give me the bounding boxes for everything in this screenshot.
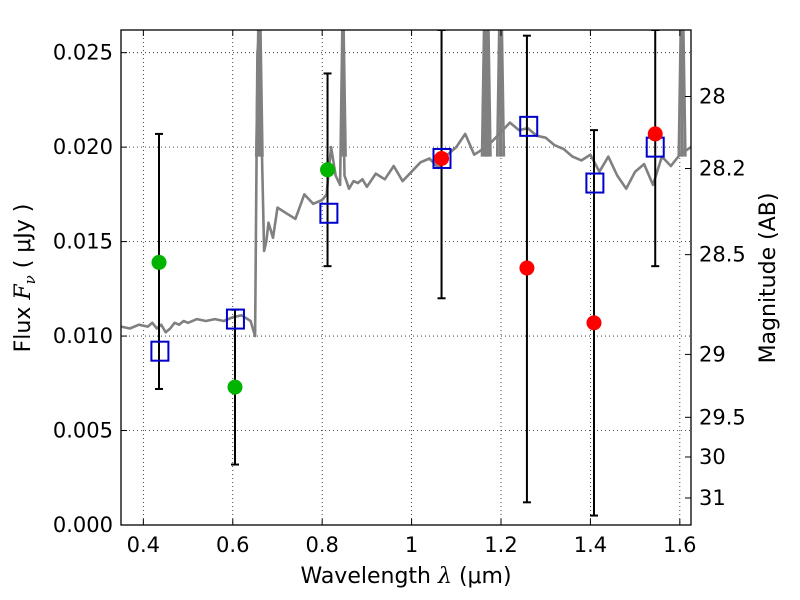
x-tick-label: 1	[405, 533, 418, 557]
model-photometry-point	[585, 172, 605, 194]
x-tick-label: 1.4	[574, 533, 607, 557]
y-tick-label: 0.015	[53, 230, 113, 254]
detection-point	[151, 254, 167, 270]
y-axis-label: Flux Fν ( μJy )	[11, 204, 39, 353]
upper-limit-point	[647, 126, 663, 142]
y-tick-label: 0.020	[53, 135, 113, 159]
y-tick-label: 0.010	[53, 324, 113, 348]
x-tick-label: 0.8	[305, 533, 338, 557]
x-axis-label: Wavelength λ (μm)	[300, 564, 511, 589]
y-tick-label: 0.000	[53, 513, 113, 537]
x-tick-label: 0.4	[127, 533, 160, 557]
y-tick-label: 0.005	[53, 419, 113, 443]
model-photometry-point	[150, 340, 170, 362]
detection-point	[227, 379, 243, 395]
y2-tick-label: 31	[699, 486, 726, 510]
y2-tick-label: 30	[699, 445, 726, 469]
y-tick-label: 0.025	[53, 41, 113, 65]
data-layer	[121, 30, 691, 517]
spectrum-spike	[485, 30, 492, 157]
y2-tick-label: 29.5	[699, 405, 746, 429]
y2-tick-label: 28	[699, 85, 726, 109]
x-tick-label: 1.6	[663, 533, 696, 557]
plot-frame	[120, 29, 692, 526]
model-photometry-point	[225, 308, 245, 330]
x-tick-label: 1.2	[484, 533, 517, 557]
model-photometry-point	[432, 147, 452, 169]
y2-axis-label: Magnitude (AB)	[756, 193, 781, 364]
model-photometry-point	[519, 115, 539, 137]
detection-point	[320, 162, 336, 178]
x-tick-label: 0.6	[216, 533, 249, 557]
upper-limit-point	[586, 315, 602, 331]
y2-tick-label: 29	[699, 342, 726, 366]
upper-limit-point	[434, 150, 450, 166]
upper-limit-point	[519, 260, 535, 276]
model-photometry-point	[319, 202, 339, 224]
spectrum-spike	[680, 30, 687, 157]
y2-tick-label: 28.5	[699, 243, 746, 267]
spectrum-spike	[498, 30, 506, 157]
spectrum-spike	[340, 30, 347, 157]
spectrum-spike	[257, 30, 264, 157]
y2-tick-label: 28.2	[699, 156, 746, 180]
ticks: 0.4 0.6 0.8 1 1.2 1.4 1.6 0.000 0.005 0.010 0.015 0…	[53, 30, 746, 557]
spectrum-line	[121, 30, 691, 338]
grid	[121, 30, 691, 526]
